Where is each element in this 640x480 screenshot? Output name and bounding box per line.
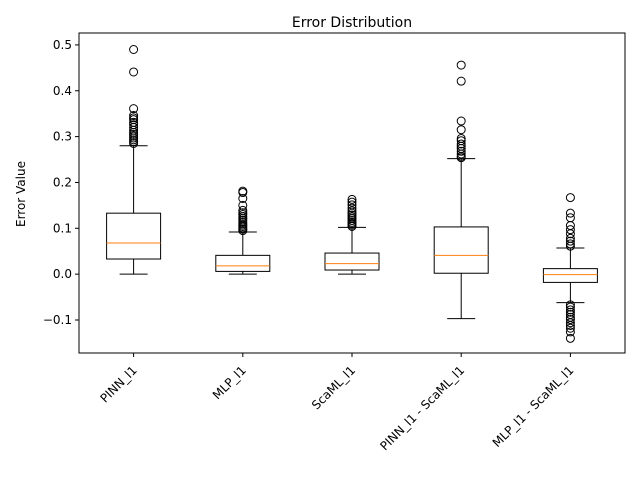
outlier-point — [565, 305, 575, 315]
outlier-point — [565, 315, 575, 325]
outlier-point — [129, 104, 139, 114]
outlier-point — [456, 139, 466, 149]
box-series — [106, 45, 598, 343]
outlier-point — [565, 225, 575, 235]
outlier-point — [565, 239, 575, 249]
x-tick-label: PINN_l1 - ScaML_l1 — [377, 363, 467, 453]
outlier-point — [456, 60, 466, 70]
outlier-point — [565, 302, 575, 312]
outlier-point — [565, 333, 575, 343]
box-iqr — [433, 226, 489, 274]
box-group — [324, 194, 380, 275]
box-iqr — [106, 212, 162, 260]
outlier-point — [347, 221, 357, 231]
x-tick-label: PINN_l1 — [98, 363, 140, 405]
outlier-point — [565, 320, 575, 330]
outlier-point — [129, 45, 139, 55]
outlier-point — [238, 226, 248, 236]
outlier-point — [565, 327, 575, 337]
outlier-point — [565, 229, 575, 239]
outlier-point — [565, 323, 575, 333]
outlier-point — [456, 116, 466, 126]
outlier-point — [129, 122, 139, 132]
chart-title: Error Distribution — [292, 15, 412, 31]
outlier-point — [456, 146, 466, 156]
outlier-point — [456, 125, 466, 135]
outlier-point — [565, 193, 575, 203]
outlier-point — [238, 200, 248, 210]
outlier-point — [565, 300, 575, 310]
box-group — [433, 60, 489, 320]
y-axis-label: Error Value — [14, 161, 28, 227]
outlier-point — [565, 307, 575, 317]
plot-area — [78, 32, 626, 354]
y-tick-label: −0.1 — [43, 313, 72, 327]
x-tick-label: MLP_l1 - ScaML_l1 — [490, 363, 577, 450]
box-group — [215, 186, 271, 275]
y-tick-label: 0.3 — [53, 130, 72, 144]
outlier-point — [456, 76, 466, 86]
y-tick-label: 0.1 — [53, 221, 72, 235]
y-axis: −0.1 0.0 0.1 0.2 0.3 0.4 0.5 — [43, 38, 79, 327]
outlier-point — [565, 318, 575, 328]
box-iqr — [324, 252, 380, 271]
outlier-point — [347, 203, 357, 213]
box-iqr — [542, 268, 598, 283]
outlier-point — [347, 197, 357, 207]
outlier-point — [565, 236, 575, 246]
y-tick-label: 0.0 — [53, 267, 72, 281]
x-axis: PINN_l1 MLP_l1 ScaML_l1 PINN_l1 - ScaML_l1 M… — [98, 353, 577, 453]
outlier-point — [129, 111, 139, 121]
x-tick-label: MLP_l1 — [210, 363, 249, 402]
outlier-point — [347, 194, 357, 204]
y-tick-label: 0.2 — [53, 175, 72, 189]
outlier-point — [129, 67, 139, 77]
x-tick-label: ScaML_l1 — [309, 363, 358, 412]
outlier-point — [129, 138, 139, 148]
y-tick-label: 0.5 — [53, 38, 72, 52]
y-tick-label: 0.4 — [53, 84, 72, 98]
outlier-point — [565, 241, 575, 251]
outlier-point — [456, 149, 466, 159]
outlier-point — [238, 194, 248, 204]
box-group — [542, 193, 598, 343]
outlier-point — [456, 153, 466, 163]
outlier-point — [238, 188, 248, 198]
box-group — [106, 45, 162, 275]
box-iqr — [215, 254, 271, 272]
outlier-point — [565, 208, 575, 218]
